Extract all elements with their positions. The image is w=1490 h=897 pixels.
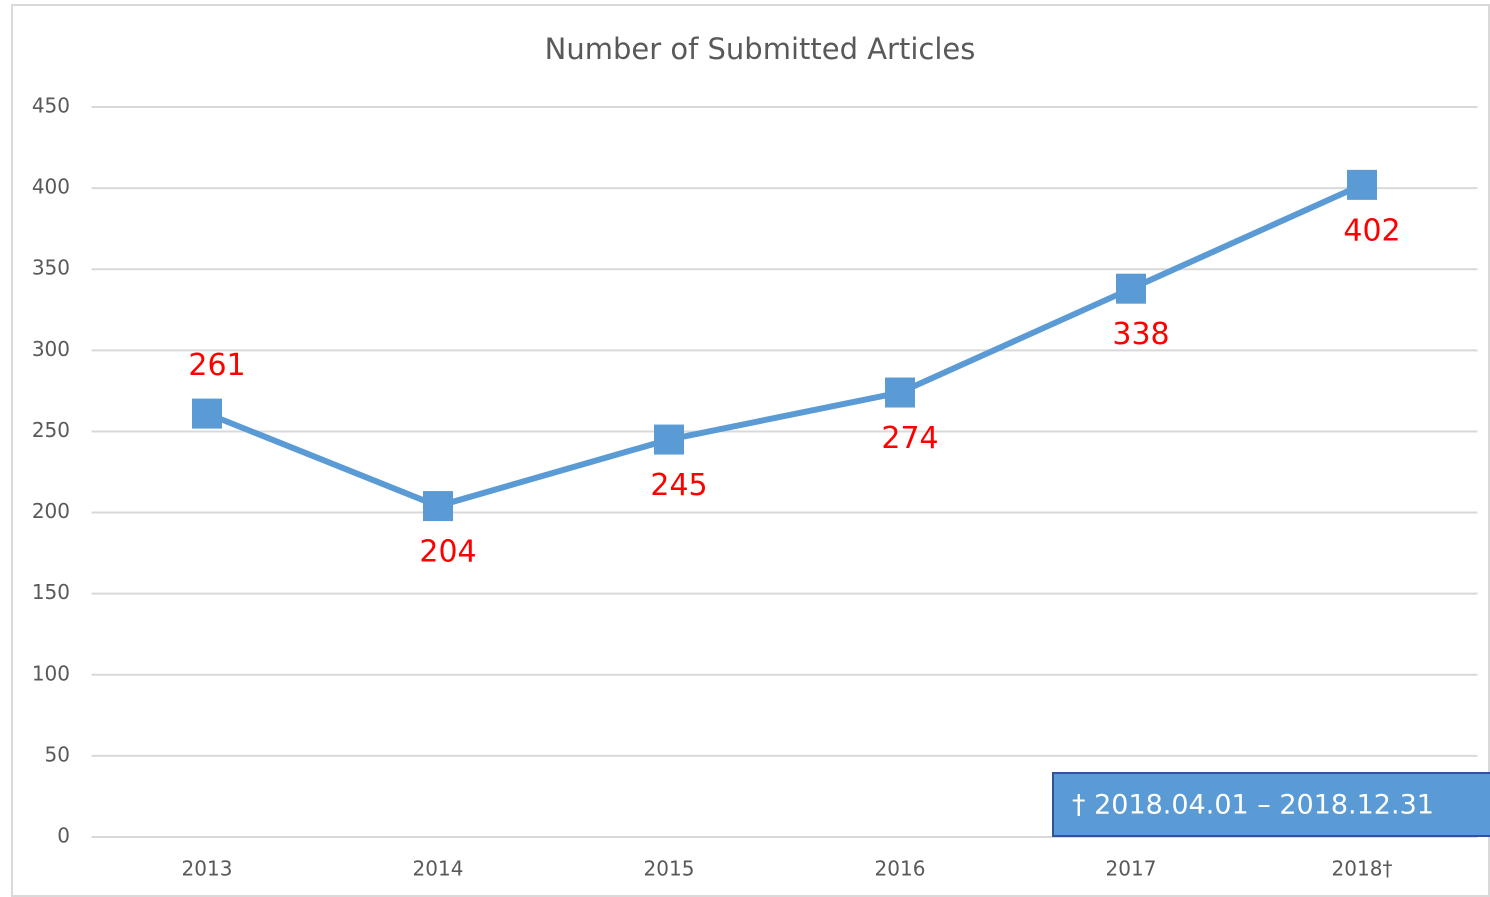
annotation-box: [1052, 772, 1490, 837]
marker: [1116, 273, 1146, 304]
y-tick-label: 100: [32, 661, 70, 685]
data-label: 204: [419, 535, 476, 570]
chart-border: [11, 4, 1490, 897]
y-tick-label: 0: [57, 824, 70, 848]
x-tick-label: 2015: [644, 857, 695, 881]
y-tick-label: 150: [32, 580, 70, 604]
data-line: [205, 182, 1364, 510]
y-tick-label: 400: [32, 175, 70, 199]
marker: [192, 398, 222, 429]
data-label: 338: [1112, 317, 1169, 352]
marker: [1347, 169, 1377, 200]
data-label: 274: [881, 421, 938, 456]
y-tick-label: 450: [32, 94, 70, 118]
x-tick-label: 2016: [875, 857, 926, 881]
data-label: 245: [650, 468, 707, 503]
data-label: 402: [1343, 213, 1400, 248]
marker: [654, 424, 684, 455]
x-tick-label: 2013: [182, 857, 233, 881]
marker: [885, 377, 915, 408]
chart-title: Number of Submitted Articles: [545, 32, 976, 66]
y-tick-label: 350: [32, 256, 70, 280]
marker: [423, 491, 453, 522]
y-tick-label: 50: [45, 742, 70, 766]
y-tick-label: 200: [32, 499, 70, 523]
data-label: 261: [188, 348, 245, 383]
y-tick-label: 250: [32, 418, 70, 442]
annotation: † 2018.04.01 – 2018.12.31: [1072, 790, 1434, 821]
x-tick-label: 2017: [1106, 857, 1157, 881]
x-tick-label: 2014: [413, 857, 464, 881]
x-tick-label: 2018†: [1332, 857, 1393, 881]
y-tick-label: 300: [32, 337, 70, 361]
